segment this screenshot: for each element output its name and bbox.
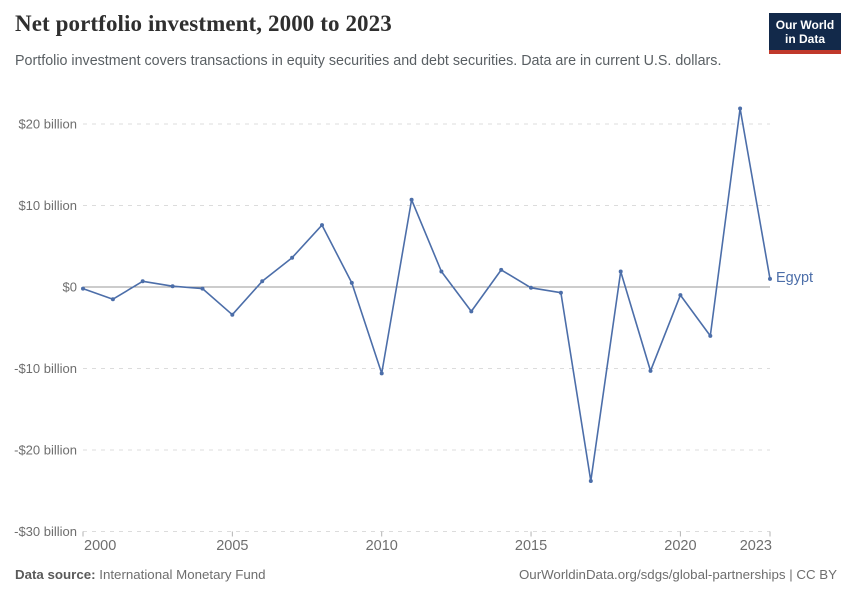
y-axis-label: $0 xyxy=(63,280,77,295)
data-point-2004 xyxy=(200,286,205,291)
owid-logo-line2: in Data xyxy=(784,32,825,46)
series-line-egypt xyxy=(82,107,771,482)
entity-label: Egypt xyxy=(776,269,814,286)
x-axis-label-2010: 2010 xyxy=(366,538,398,554)
data-source-label: Data source: xyxy=(15,567,96,582)
data-source-value: International Monetary Fund xyxy=(99,567,266,582)
data-point-2021 xyxy=(708,333,713,338)
x-axis-label-2000: 2000 xyxy=(84,538,116,554)
data-point-2008 xyxy=(320,223,324,228)
y-axis-label: -$20 billion xyxy=(14,443,77,458)
data-point-2005 xyxy=(230,312,235,317)
data-point-2015 xyxy=(529,285,533,290)
owid-logo-line1: Our World xyxy=(775,18,835,32)
data-point-2020 xyxy=(678,293,683,298)
data-source-line: Data source: International Monetary Fund xyxy=(15,567,266,582)
y-axis-label: -$30 billion xyxy=(14,524,77,539)
owid-logo[interactable]: Our World in Data xyxy=(769,13,841,54)
data-point-2010 xyxy=(379,371,384,376)
data-point-2018 xyxy=(618,269,623,274)
data-point-2002 xyxy=(140,279,145,284)
data-point-2000 xyxy=(81,286,85,291)
data-point-2019 xyxy=(648,368,653,373)
x-axis-label-2023: 2023 xyxy=(740,538,772,554)
data-point-2001 xyxy=(110,297,115,302)
page-title: Net portfolio investment, 2000 to 2023 xyxy=(15,11,392,36)
y-axis-label: $10 billion xyxy=(18,198,77,213)
x-axis-label-2015: 2015 xyxy=(515,538,547,554)
data-point-2016 xyxy=(558,290,563,295)
data-point-2006 xyxy=(260,279,265,284)
data-point-2012 xyxy=(439,269,444,274)
data-point-2017 xyxy=(588,479,593,483)
y-axis-label: $20 billion xyxy=(18,117,77,132)
data-point-2014 xyxy=(499,267,504,272)
data-point-2003 xyxy=(170,284,175,289)
y-axis-label: -$10 billion xyxy=(14,361,77,376)
footer-link[interactable]: OurWorldinData.org/sdgs/global-partnersh… xyxy=(518,567,837,582)
data-point-2011 xyxy=(409,197,414,202)
data-point-2009 xyxy=(349,280,354,285)
data-point-2023 xyxy=(768,276,772,281)
data-point-2013 xyxy=(469,309,474,314)
page-subtitle: Portfolio investment covers transactions… xyxy=(15,53,722,69)
data-point-2007 xyxy=(290,255,295,260)
x-axis-label-2005: 2005 xyxy=(216,538,248,554)
x-axis-label-2020: 2020 xyxy=(664,538,696,554)
data-point-2022 xyxy=(738,106,743,111)
chart-footer: Data source: International Monetary Fund… xyxy=(15,567,837,582)
